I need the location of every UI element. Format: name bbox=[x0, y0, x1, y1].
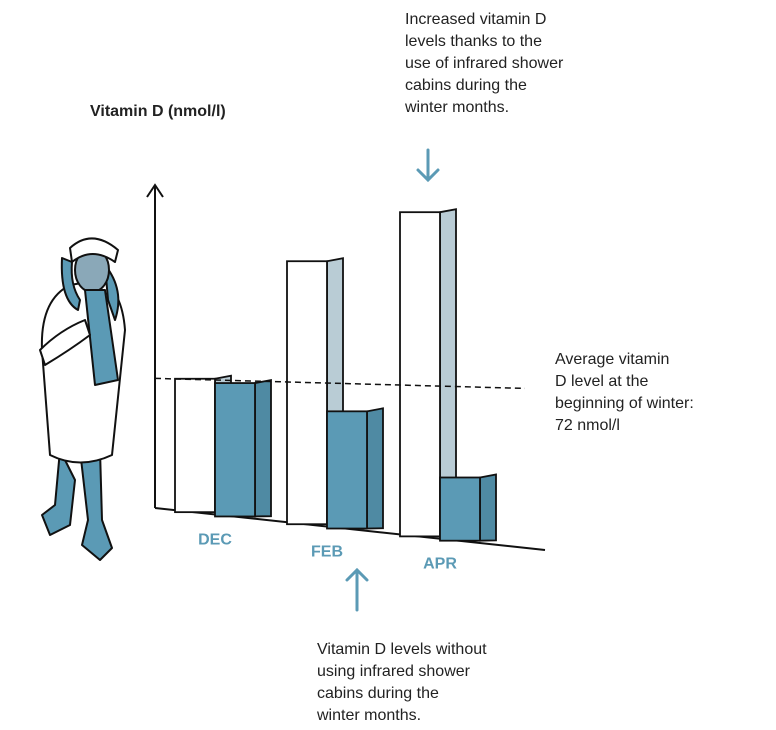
person-illustration bbox=[40, 238, 125, 560]
annotation-line: Average vitamin bbox=[555, 351, 669, 368]
annotation-line: using infrared shower bbox=[317, 663, 471, 680]
bar bbox=[327, 411, 367, 528]
annotation-line: Vitamin D levels without bbox=[317, 641, 487, 658]
annotation-line: cabins during the bbox=[405, 77, 527, 94]
bar bbox=[287, 261, 327, 524]
annotation-line: levels thanks to the bbox=[405, 33, 542, 50]
x-tick-label: FEB bbox=[311, 544, 343, 561]
up-arrow bbox=[347, 570, 367, 610]
chart: Vitamin D (nmol/l) DEC FEB APR Increased v… bbox=[0, 0, 776, 730]
annotations: Increased vitamin D levels thanks to the u… bbox=[316, 11, 694, 724]
x-tick-label: DEC bbox=[198, 531, 232, 548]
annotation-line: cabins during the bbox=[317, 685, 439, 702]
annotation-line: D level at the bbox=[555, 373, 648, 390]
bar bbox=[440, 477, 480, 540]
bar bbox=[175, 379, 215, 512]
annotation-line: winter months. bbox=[404, 99, 509, 116]
annotation-line: winter months. bbox=[316, 707, 421, 724]
x-tick-label: APR bbox=[423, 556, 457, 573]
bars: DEC FEB APR bbox=[155, 209, 525, 573]
annotation-line: use of infrared shower bbox=[405, 55, 564, 72]
annotation-line: beginning of winter: bbox=[555, 395, 694, 412]
annotation-line: Increased vitamin D bbox=[405, 11, 546, 28]
bar-side bbox=[480, 474, 496, 540]
bar bbox=[215, 383, 255, 516]
bar-side bbox=[255, 380, 271, 516]
y-axis-label: Vitamin D (nmol/l) bbox=[90, 103, 226, 120]
down-arrow bbox=[418, 150, 438, 180]
annotation-line: 72 nmol/l bbox=[555, 417, 620, 434]
bar-side bbox=[367, 408, 383, 528]
bar bbox=[400, 212, 440, 536]
